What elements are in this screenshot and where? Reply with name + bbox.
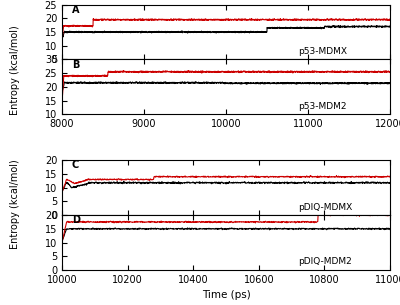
Text: Entropy (kcal/mol): Entropy (kcal/mol) (10, 160, 20, 249)
Text: D: D (72, 215, 80, 225)
Text: C: C (72, 160, 79, 170)
Text: B: B (72, 59, 79, 70)
Text: p53-MDMX: p53-MDMX (298, 47, 347, 56)
X-axis label: Time (ps): Time (ps) (202, 290, 250, 300)
Text: A: A (72, 5, 79, 15)
Text: pDIQ-MDM2: pDIQ-MDM2 (298, 257, 352, 267)
Text: Entropy (kcal/mol): Entropy (kcal/mol) (10, 25, 20, 115)
Text: pDIQ-MDMX: pDIQ-MDMX (298, 203, 352, 212)
Text: p53-MDM2: p53-MDM2 (298, 102, 347, 111)
